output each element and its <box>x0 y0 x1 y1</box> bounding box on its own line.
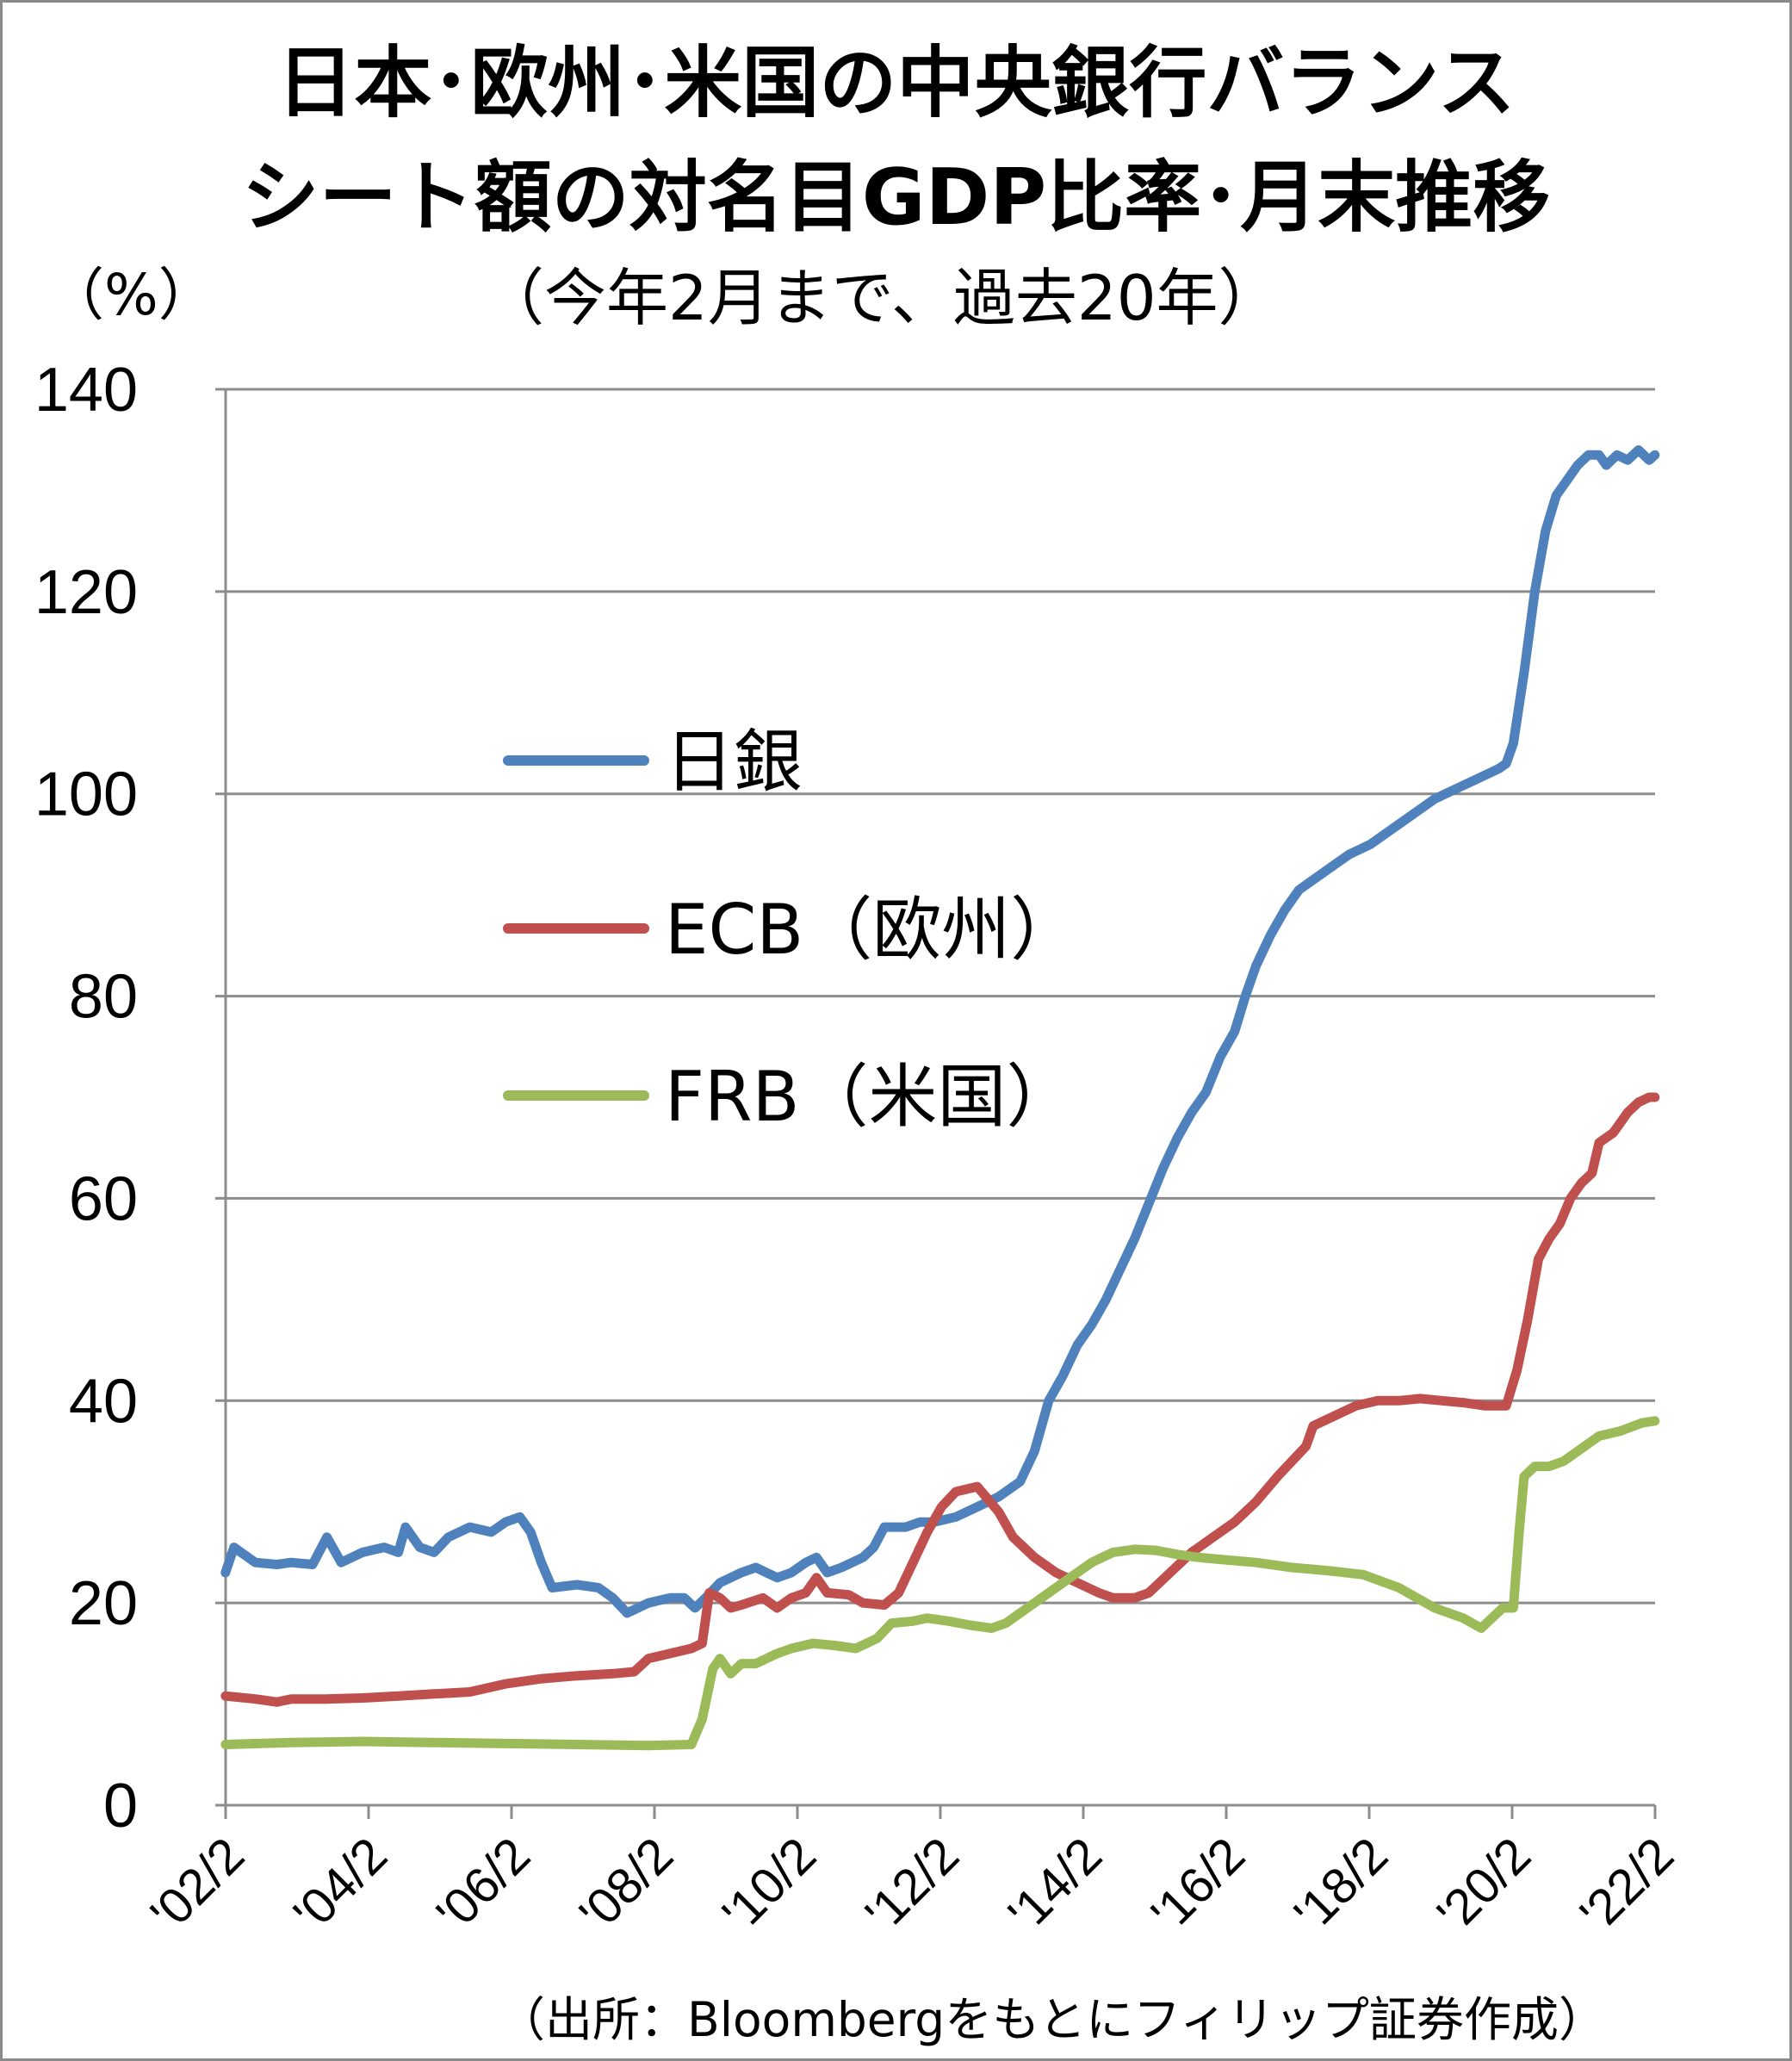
series-lines <box>220 445 1660 1751</box>
x-tick-label-1: '04/2 <box>283 1827 399 1942</box>
y-axis-unit-label: （%） <box>47 262 215 328</box>
y-tick-label-40: 40 <box>69 1367 138 1436</box>
y-tick-label-0: 0 <box>103 1772 138 1841</box>
x-tick-label-4: '10/2 <box>712 1827 828 1942</box>
x-tick-label-5: '12/2 <box>855 1827 970 1942</box>
x-tick-label-8: '18/2 <box>1284 1827 1399 1942</box>
x-tick-label-3: '08/2 <box>569 1827 685 1942</box>
y-tick-label-60: 60 <box>69 1164 138 1233</box>
x-tick-label-2: '06/2 <box>426 1827 542 1942</box>
y-tick-labels: 0 20 40 60 80 100 120 140 <box>34 356 138 1841</box>
legend-label-0: 日銀 <box>665 722 803 802</box>
source-note: （出所：Bloombergをもとにフィリップ証券作成） <box>498 1992 1606 2047</box>
legend-label-1: ECB（欧州） <box>665 890 1079 970</box>
chart-title-line-1: 日本･欧州･米国の中央銀行バランス <box>276 38 1516 128</box>
series-line-1 <box>220 1092 1660 1707</box>
chart-title-line-2: シート額の対名目GDP比率･月末推移 <box>241 152 1551 243</box>
legend-label-2: FRB（米国） <box>665 1057 1075 1137</box>
x-tick-label-0: '02/2 <box>140 1827 256 1942</box>
x-tick-label-7: '16/2 <box>1141 1827 1256 1942</box>
y-tick-label-100: 100 <box>34 760 138 829</box>
x-tick-label-9: '20/2 <box>1427 1827 1542 1942</box>
y-tick-label-120: 120 <box>34 558 138 627</box>
gridlines <box>215 388 1655 1605</box>
legend: 日銀 ECB（欧州） FRB（米国） <box>503 722 1079 1137</box>
series-line-0 <box>220 445 1660 1618</box>
x-tick-labels: '02/2'04/2'06/2'08/2'10/2'12/2'14/2'16/2… <box>140 1827 1685 1942</box>
y-tick-label-20: 20 <box>69 1569 138 1638</box>
x-tick-label-6: '14/2 <box>998 1827 1113 1942</box>
y-tick-label-80: 80 <box>69 963 138 1032</box>
chart-subtitle: （今年2月まで、過去20年） <box>482 262 1280 334</box>
series-line-2 <box>220 1416 1660 1751</box>
y-tick-label-140: 140 <box>34 356 138 425</box>
x-tick-label-10: '22/2 <box>1570 1827 1685 1942</box>
